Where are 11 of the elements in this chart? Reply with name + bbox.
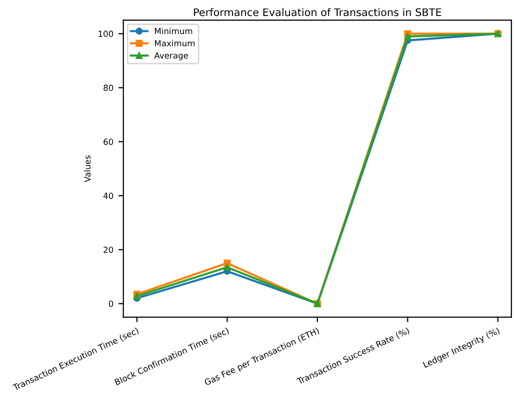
chart-title: Performance Evaluation of Transactions in SBTE: [194, 8, 442, 16]
y-tick-label: 80: [104, 84, 114, 91]
y-tick-label: 40: [103, 192, 114, 199]
y-tick-label: 60: [104, 138, 114, 145]
legend-label: Maximum: [155, 40, 195, 46]
y-tick-label: 100: [98, 30, 114, 37]
legend-label: Minimum: [155, 28, 192, 34]
y-tick-label: 0: [108, 300, 114, 307]
legend-label: Average: [154, 52, 188, 60]
y-axis-title: Values: [84, 155, 91, 182]
y-tick-label: 20: [104, 246, 114, 253]
